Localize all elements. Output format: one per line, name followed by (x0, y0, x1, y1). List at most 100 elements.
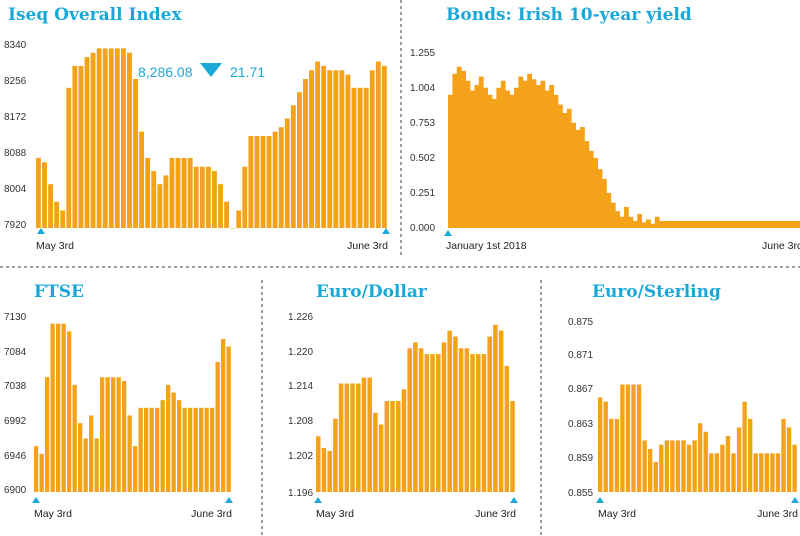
bar (84, 57, 90, 228)
area-slice (465, 80, 471, 228)
area-slice (571, 122, 576, 228)
area-slice (760, 220, 766, 228)
area-slice (492, 98, 497, 228)
bar (182, 407, 187, 492)
x-start-label: May 3rd (34, 508, 72, 520)
bar (321, 65, 327, 229)
area-slice (742, 220, 748, 228)
bar (72, 65, 78, 229)
bar (642, 440, 647, 492)
y-tick-label: 0.859 (568, 453, 593, 464)
area-slice (558, 104, 563, 228)
bar (157, 184, 163, 228)
bar (100, 377, 105, 492)
area-slice (562, 113, 568, 228)
bar (720, 444, 725, 492)
bar (436, 354, 441, 492)
area-slice (694, 220, 700, 228)
area-slice (553, 94, 559, 229)
y-tick-label: 1.208 (288, 416, 313, 427)
chart-bonds: Bonds: Irish 10-year yield 1.255 1.004 0… (410, 5, 800, 252)
bar (609, 418, 614, 492)
area-slice (650, 223, 656, 228)
area-slice (505, 90, 510, 228)
bar (78, 65, 84, 229)
x-end-label: June 3rd (475, 508, 516, 520)
bar (375, 61, 381, 228)
area-slice (610, 202, 616, 228)
bar (94, 438, 99, 492)
bar (212, 171, 217, 228)
area-slice (712, 220, 717, 228)
bar (242, 166, 248, 228)
area-slice (764, 220, 770, 228)
bar (698, 423, 703, 492)
y-tick-label: 0.000 (410, 223, 435, 234)
bar (675, 440, 681, 492)
bar (42, 162, 47, 228)
x-start-label: May 3rd (316, 508, 354, 520)
area-slice (646, 219, 651, 228)
bar (344, 383, 350, 492)
area-slice (619, 216, 625, 228)
bar (786, 427, 792, 492)
bar (61, 323, 66, 492)
bar (309, 70, 314, 228)
area-slice (602, 178, 607, 228)
chart-title: FTSE (34, 282, 84, 302)
bar (102, 48, 108, 228)
area-slice (751, 220, 757, 228)
area-slice (615, 211, 620, 228)
area-slice (747, 220, 752, 228)
bar (50, 323, 55, 492)
area-slice (588, 150, 594, 228)
bar (67, 331, 72, 492)
bar (686, 444, 692, 492)
bar (636, 384, 642, 492)
bar (458, 348, 464, 492)
bar (363, 87, 369, 228)
y-tick-label: 0.502 (410, 153, 435, 164)
bar (709, 453, 714, 492)
area-slice (549, 84, 554, 229)
y-tick-label: 8088 (4, 148, 27, 159)
bar (175, 157, 181, 228)
bar (278, 127, 284, 228)
bar (114, 48, 120, 228)
bar (266, 136, 272, 228)
bar (160, 400, 165, 492)
bar (316, 436, 321, 492)
area-slice (448, 94, 453, 229)
bar (603, 401, 608, 492)
bar (90, 52, 96, 229)
y-tick-label: 0.753 (410, 118, 435, 129)
chart-title: Euro/Sterling (592, 282, 721, 302)
bar (598, 397, 603, 492)
area-slice (478, 76, 484, 228)
area-slice (756, 220, 761, 228)
x-end-label: June 3rd (762, 240, 800, 252)
x-start-label: May 3rd (598, 508, 636, 520)
start-marker-icon (37, 228, 45, 234)
bar (775, 453, 781, 492)
area-slice (632, 220, 638, 228)
area-slice (522, 80, 528, 228)
area-slice (527, 73, 532, 229)
bar (390, 401, 395, 492)
chart-title: Euro/Dollar (316, 282, 428, 302)
area-slice (734, 220, 739, 228)
bar (188, 407, 193, 492)
area-slice (707, 220, 713, 228)
bar (464, 348, 470, 492)
bar (664, 440, 670, 492)
bar (199, 166, 205, 228)
bar (139, 131, 145, 228)
callout-value: 8,286.08 (138, 64, 193, 80)
bar (339, 70, 345, 228)
bar (681, 440, 686, 492)
area-slice (531, 79, 537, 228)
bar (151, 171, 157, 228)
y-tick-label: 7920 (4, 220, 27, 231)
y-tick-label: 7038 (4, 381, 27, 392)
area-slice (544, 90, 550, 228)
